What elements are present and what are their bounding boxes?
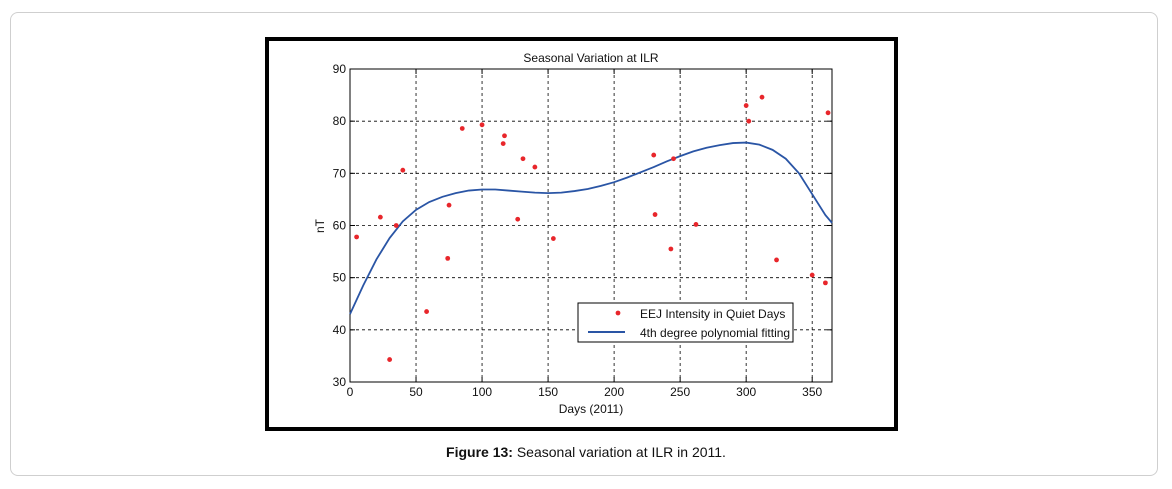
x-tick-label: 200 [604, 385, 624, 399]
fit-line [349, 141, 833, 315]
data-point [515, 216, 521, 222]
y-axis-label: nT [313, 218, 327, 233]
data-point [520, 156, 526, 162]
data-point [825, 110, 831, 116]
legend: EEJ Intensity in Quiet Days 4th degree p… [577, 302, 794, 343]
data-point [393, 223, 399, 228]
x-tick-label: 150 [538, 385, 558, 399]
data-point [671, 156, 676, 162]
legend-label-points: EEJ Intensity in Quiet Days [640, 307, 785, 321]
x-tick-label: 100 [472, 385, 492, 399]
data-point [445, 255, 451, 261]
x-tick-label: 250 [670, 385, 690, 399]
data-point [743, 103, 749, 108]
axis-ticks: 0 50 100 150 200 250 300 350 30 40 50 60 70 80 90 [333, 62, 832, 399]
fit-line-layer [349, 141, 833, 315]
data-point [424, 309, 429, 314]
data-point [759, 94, 765, 100]
data-point [500, 141, 506, 147]
legend-marker-points [615, 310, 621, 316]
caption-label: Figure 13: [446, 444, 513, 460]
data-point [354, 234, 359, 240]
y-tick-label: 90 [333, 62, 347, 76]
data-point [400, 167, 406, 173]
data-point [459, 126, 465, 131]
data-point [774, 257, 779, 263]
y-tick-label: 30 [333, 375, 347, 389]
y-tick-label: 70 [333, 166, 347, 180]
data-point [693, 222, 699, 227]
data-point [809, 272, 815, 278]
caption-text: Seasonal variation at ILR in 2011. [512, 444, 726, 460]
legend-label-line: 4th degree polynomial fitting [640, 326, 790, 340]
data-point [823, 280, 828, 286]
data-point [446, 202, 452, 208]
x-tick-label: 350 [802, 385, 822, 399]
x-tick-label: 0 [347, 385, 354, 399]
data-point [532, 164, 538, 170]
x-tick-label: 50 [409, 385, 423, 399]
chart-frame [265, 37, 898, 431]
data-points-layer [354, 94, 831, 362]
data-point [377, 214, 383, 220]
data-point [651, 152, 657, 158]
data-point [479, 122, 485, 128]
data-point [502, 133, 507, 139]
x-axis-label: Days (2011) [559, 402, 623, 416]
chart-title: Seasonal Variation at ILR [523, 51, 659, 65]
figure-caption: Figure 13: Seasonal variation at ILR in … [0, 444, 1172, 460]
x-tick-label: 300 [736, 385, 756, 399]
y-tick-label: 50 [333, 271, 347, 285]
y-tick-label: 40 [333, 323, 347, 337]
data-point [746, 118, 752, 124]
data-point [550, 236, 556, 241]
data-point [668, 246, 674, 252]
y-tick-label: 80 [333, 114, 347, 128]
y-tick-label: 60 [333, 219, 347, 233]
data-point [387, 357, 393, 362]
legend-box [577, 302, 794, 343]
data-point [652, 212, 658, 217]
